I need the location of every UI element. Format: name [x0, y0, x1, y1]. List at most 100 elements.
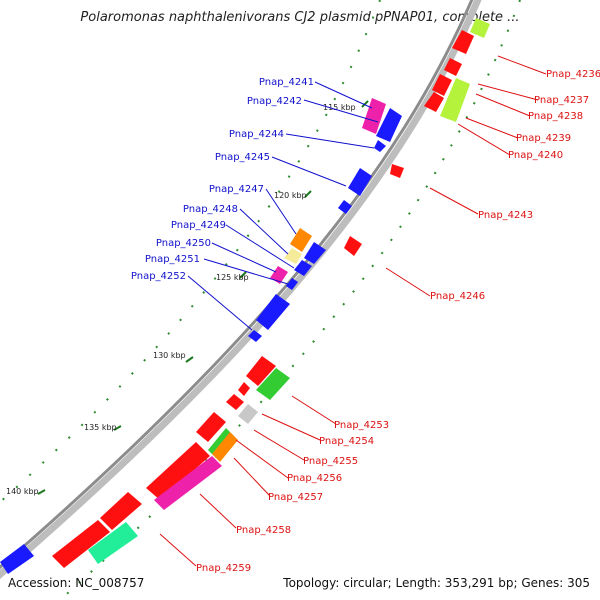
tick-130 [185, 356, 194, 363]
leader-4252 [187, 275, 253, 331]
gene-pnap-4246 [344, 236, 362, 256]
leader-4258 [199, 493, 237, 529]
gene-label: Pnap_4259 [196, 563, 251, 574]
map-title: Polaromonas naphthalenivorans CJ2 plasmi… [80, 10, 520, 25]
gene-label: Pnap_4250 [156, 238, 211, 249]
gene-pnap-4254 [226, 394, 244, 410]
gene-pnap-4237-2 [444, 58, 462, 76]
backbone-shadow [0, 0, 482, 579]
outer-dotted-ring [59, 0, 521, 600]
gene-label: Pnap_4249 [171, 220, 226, 231]
gene-pnap-4249 [294, 260, 312, 276]
gene-pnap-4247 [290, 228, 312, 252]
gene-label: Pnap_4255 [303, 456, 358, 467]
left-gene-labels: Pnap_4241 Pnap_4242 Pnap_4244 Pnap_4245 … [131, 77, 314, 282]
gene-pnap-4239 [440, 78, 470, 122]
scale-ticks [37, 100, 369, 495]
gene-label: Pnap_4245 [215, 152, 270, 163]
leader-4254 [261, 413, 321, 441]
leader-4250 [211, 242, 277, 273]
gene-pnap-4248b [304, 242, 326, 264]
gene-label: Pnap_4254 [319, 436, 374, 447]
leader-4244 [285, 133, 375, 149]
gene-pnap-4253a [246, 356, 276, 386]
gene-pnap-4258a [146, 442, 210, 500]
gene-label: Pnap_4258 [236, 525, 291, 536]
leader-4248 [239, 208, 289, 255]
gene-pnap-4259b [52, 520, 110, 568]
scale-label: 125 kbp [216, 273, 249, 282]
leader-4249 [225, 224, 295, 269]
gene-label: Pnap_4242 [247, 96, 302, 107]
leader-4256 [235, 439, 289, 479]
gene-pnap-4252b [248, 330, 262, 342]
leader-4245 [271, 156, 347, 187]
gene-pnap-4243 [390, 164, 404, 178]
right-leader-lines [159, 55, 547, 567]
leader-4257 [233, 457, 271, 497]
scale-label: 115 kbp [323, 103, 356, 112]
scale-label: 135 kbp [84, 423, 117, 432]
gene-pnap-4257 [212, 432, 238, 462]
right-gene-labels: Pnap_4236 Pnap_4237 Pnap_4238 Pnap_4239 … [196, 69, 600, 574]
tick-140 [37, 489, 46, 495]
gene-label: Pnap_4238 [528, 111, 583, 122]
gene-pnap-4251 [286, 278, 298, 290]
left-leader-lines [187, 81, 379, 331]
backbone-arc [0, 0, 474, 570]
leader-4251 [203, 258, 289, 285]
gene-label: Pnap_4251 [145, 254, 200, 265]
leader-4236 [497, 55, 547, 75]
leader-4255 [253, 429, 305, 461]
gene-label: Pnap_4256 [287, 473, 342, 484]
gene-label: Pnap_4240 [508, 150, 563, 161]
gene-label: Pnap_4252 [131, 271, 186, 282]
gene-label: Pnap_4239 [516, 133, 571, 144]
gene-pnap-4260 [0, 544, 34, 574]
leader-4238 [475, 93, 531, 117]
inner-strand-genes [0, 98, 402, 574]
leader-4241 [314, 81, 373, 109]
gene-pnap-4258 [154, 456, 222, 510]
gene-pnap-4242 [376, 108, 402, 142]
accession-text: Accession: NC_008757 [8, 576, 145, 590]
gene-pnap-4236-2 [470, 18, 490, 38]
scale-label: 120 kbp [274, 191, 307, 200]
gene-label: Pnap_4241 [259, 77, 314, 88]
gene-pnap-4245b [338, 200, 352, 214]
gene-label: Pnap_4244 [229, 129, 284, 140]
gene-label: Pnap_4247 [209, 184, 264, 195]
gene-pnap-4241 [362, 98, 386, 134]
gene-pnap-4254a [238, 382, 250, 396]
gene-pnap-4238 [424, 92, 444, 112]
gene-pnap-4256 [196, 412, 226, 442]
leader-4237 [477, 83, 539, 101]
summary-text: Topology: circular; Length: 353,291 bp; … [283, 576, 590, 590]
gene-pnap-4252 [256, 294, 290, 330]
gene-pnap-4245 [348, 168, 372, 196]
gene-label: Pnap_4253 [334, 420, 389, 431]
leader-4243 [429, 187, 479, 215]
leader-4259 [159, 533, 197, 567]
leader-4240 [457, 123, 511, 156]
outer-strand-genes [52, 18, 490, 568]
gene-pnap-4236 [452, 30, 474, 54]
gene-label: Pnap_4236 [546, 69, 600, 80]
gene-label: Pnap_4257 [268, 492, 323, 503]
gene-pnap-4259 [88, 522, 138, 564]
tick-125 [239, 271, 247, 279]
gene-pnap-4248 [284, 248, 302, 264]
gene-pnap-4244 [374, 140, 386, 152]
gene-label: Pnap_4243 [478, 210, 533, 221]
gene-pnap-4253 [256, 368, 290, 400]
gene-pnap-4259a [100, 492, 142, 530]
gene-label: Pnap_4237 [534, 95, 589, 106]
tick-120 [304, 190, 312, 198]
gene-label: Pnap_4246 [430, 291, 485, 302]
leader-4247 [265, 188, 297, 235]
leader-4239 [465, 117, 519, 139]
tick-135 [113, 425, 122, 431]
scale-label: 130 kbp [153, 351, 186, 360]
